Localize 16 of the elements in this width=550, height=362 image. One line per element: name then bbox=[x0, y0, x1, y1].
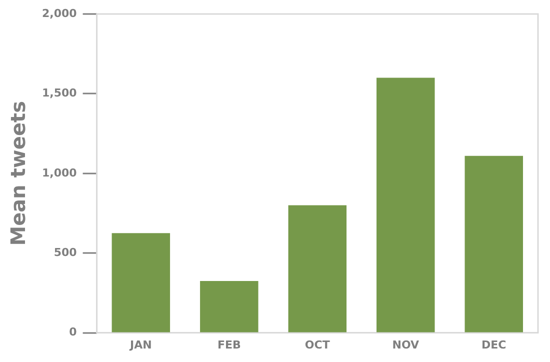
y-tick-label: 1,500 bbox=[42, 86, 78, 100]
x-tick-label: OCT bbox=[304, 338, 330, 352]
x-tick-label: JAN bbox=[129, 338, 152, 352]
x-tick-label: DEC bbox=[482, 338, 506, 352]
y-tick-label: 500 bbox=[54, 246, 78, 259]
bar bbox=[112, 233, 170, 332]
bar bbox=[288, 205, 347, 332]
bar bbox=[200, 280, 258, 332]
x-tick-label: NOV bbox=[392, 338, 420, 352]
y-tick-label: 2,000 bbox=[42, 6, 78, 20]
bar bbox=[464, 156, 523, 332]
x-tick-label: FEB bbox=[217, 338, 241, 352]
y-tick-label: 0 bbox=[69, 326, 78, 339]
y-tick-label: 1,000 bbox=[42, 166, 78, 180]
y-axis-title: Mean tweets bbox=[6, 101, 30, 246]
bar bbox=[376, 78, 435, 332]
